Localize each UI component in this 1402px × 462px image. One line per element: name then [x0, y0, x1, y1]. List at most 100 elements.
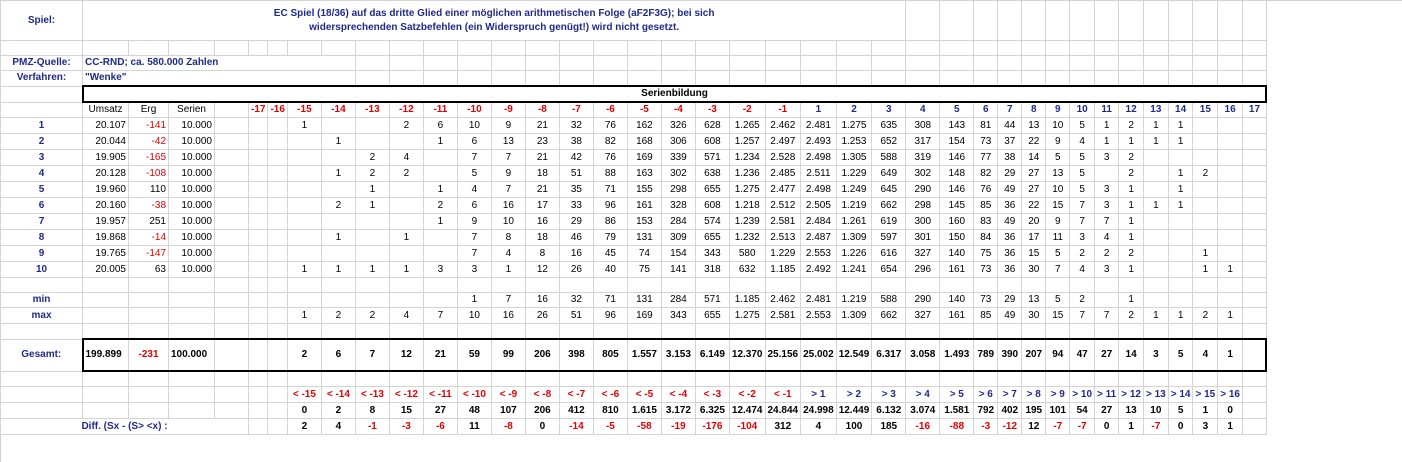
empty-cell	[456, 277, 492, 293]
cum-pos-cell: 792	[973, 402, 999, 419]
pos-count-cell	[1241, 197, 1267, 214]
neg-count-cell	[247, 261, 269, 278]
empty-cell	[939, 370, 975, 387]
neg-count-cell: 608	[694, 133, 730, 150]
empty-cell	[558, 323, 594, 340]
neg-count-cell	[267, 165, 288, 182]
diff-neg-cell: -3	[388, 418, 424, 435]
neg-count-cell: 1	[388, 229, 424, 246]
empty-cell	[490, 277, 526, 293]
gesamt-neg-cell: 12.370	[728, 338, 766, 372]
pos-count-cell: 81	[973, 117, 999, 134]
neg-count-cell: 1.229	[764, 245, 802, 262]
min-neg-cell	[422, 292, 458, 308]
umsatz-cell: 20.044	[82, 133, 129, 150]
pos-count-cell: 7	[1094, 213, 1120, 230]
diff-pos-cell: 0	[1094, 418, 1120, 435]
gesamt-pos-cell: 6.317	[871, 338, 907, 372]
pos-count-cell: 290	[905, 181, 941, 198]
erg-cell: 251	[128, 213, 169, 230]
diff-neg-cell: -58	[626, 418, 662, 435]
neg-count-cell: 45	[592, 245, 628, 262]
cum-neg-cell	[247, 402, 269, 419]
empty-cell	[388, 40, 424, 56]
empty-cell	[214, 229, 249, 246]
neg-count-cell	[267, 149, 288, 166]
row-label: 6	[0, 197, 83, 214]
empty-cell	[128, 40, 169, 56]
gesamt-row: Gesamt: 199.899 -231 100.000 2 6 7 12 21 59 99 206 3…	[0, 338, 1268, 372]
max-pos-cell: 1.309	[835, 307, 873, 324]
min-pos-cell	[1217, 292, 1243, 308]
empty-cell	[939, 323, 975, 340]
empty-cell	[0, 386, 83, 403]
neg-count-cell	[286, 245, 322, 262]
pos-count-cell: 1	[1217, 261, 1243, 278]
diff-neg-cell: 11	[456, 418, 492, 435]
neg-count-cell: 1.275	[728, 181, 766, 198]
header-neg: -3	[694, 101, 730, 118]
neg-count-cell: 51	[558, 165, 594, 182]
empty-cell	[1241, 55, 1267, 71]
pos-count-cell: 36	[997, 245, 1023, 262]
pos-count-cell: 4	[1069, 133, 1096, 150]
gt-threshold-label: > 1	[800, 386, 837, 403]
pos-count-cell: 3	[1094, 181, 1120, 198]
neg-count-cell: 71	[592, 181, 628, 198]
erg-cell: 110	[128, 181, 169, 198]
pos-count-cell: 9	[1045, 213, 1071, 230]
empty-cell	[1069, 277, 1096, 293]
empty-cell	[422, 323, 458, 340]
cum-pos-cell: 1	[1192, 402, 1219, 419]
pos-count-cell: 1	[1142, 197, 1169, 214]
pos-count-cell: 17	[1021, 229, 1047, 246]
empty-cell	[1021, 277, 1047, 293]
empty-cell	[388, 277, 424, 293]
empty-cell	[1094, 323, 1120, 340]
header-umsatz: Umsatz	[82, 101, 129, 118]
empty-cell	[764, 40, 802, 56]
pos-count-cell	[1241, 261, 1267, 278]
neg-count-cell: 9	[456, 213, 492, 230]
max-pos-cell: 30	[1021, 307, 1047, 324]
empty-cell	[247, 323, 269, 340]
pos-count-cell: 3	[1094, 197, 1120, 214]
empty-cell	[871, 323, 907, 340]
data-row: 1 20.107 -141 10.000 1 2 6 10 9 21 32 76 162 326 628 1.…	[0, 117, 1267, 134]
cum-neg-cell: 412	[558, 402, 594, 419]
empty-cell	[1217, 55, 1243, 71]
diff-pos-cell: 1	[1118, 418, 1144, 435]
neg-count-cell: 131	[626, 229, 662, 246]
neg-count-cell: 2	[354, 165, 390, 182]
data-row: 4 20.128 -108 10.000 1 2 2 5 9 18 51 88 163 302 638 1.2…	[0, 165, 1267, 182]
pos-count-cell	[1241, 181, 1267, 198]
empty-cell	[354, 55, 390, 71]
pos-count-cell: 3	[1094, 149, 1120, 166]
spreadsheet-table: Spiel: EC Spiel (18/36) auf das dritte Gl…	[0, 0, 1268, 435]
empty-cell	[871, 55, 907, 71]
neg-count-cell	[247, 229, 269, 246]
pos-count-cell: 36	[997, 229, 1023, 246]
neg-count-cell: 1.239	[728, 213, 766, 230]
empty-cell	[490, 70, 526, 87]
neg-count-cell: 35	[558, 181, 594, 198]
pos-count-cell: 44	[997, 117, 1023, 134]
neg-count-cell	[247, 149, 269, 166]
pos-count-cell: 73	[973, 133, 999, 150]
neg-count-cell	[286, 181, 322, 198]
min-pos-cell: 13	[1021, 292, 1047, 308]
empty-cell	[1192, 277, 1219, 293]
neg-count-cell: 7	[490, 181, 526, 198]
empty-cell	[939, 277, 975, 293]
neg-count-cell: 32	[558, 117, 594, 134]
lt-threshold-label: < -4	[660, 386, 696, 403]
cum-pos-cell: 195	[1021, 402, 1047, 419]
lt-threshold-label: < -7	[558, 386, 594, 403]
empty-cell	[128, 307, 169, 324]
serien-cell: 10.000	[168, 229, 215, 246]
neg-count-cell	[247, 181, 269, 198]
umsatz-cell: 19.905	[82, 149, 129, 166]
empty-cell	[835, 323, 873, 340]
serien-cell: 10.000	[168, 197, 215, 214]
neg-count-cell	[320, 245, 356, 262]
